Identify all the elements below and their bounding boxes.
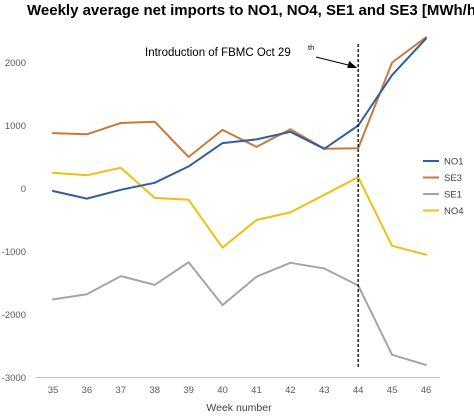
y-tick-label: 0 [21, 184, 26, 195]
series-layer [52, 36, 427, 366]
x-tick-label: 43 [319, 385, 330, 396]
chart-title: Weekly average net imports to NO1, NO4, … [27, 2, 474, 19]
annotation-superscript: th [308, 43, 314, 52]
series-line-se3 [52, 36, 427, 158]
x-tick-label: 37 [116, 385, 127, 396]
y-tick-label: -3000 [2, 373, 26, 384]
legend-label-se1: SE1 [444, 190, 462, 201]
x-axis-label: Week number [206, 402, 272, 414]
y-tick-label: -2000 [2, 310, 26, 321]
legend-label-no1: NO1 [444, 157, 464, 168]
x-tick-label: 35 [48, 385, 59, 396]
x-tick-label: 40 [217, 385, 228, 396]
x-tick-label: 36 [82, 385, 93, 396]
series-line-no1 [52, 37, 427, 200]
x-tick-label: 38 [149, 385, 160, 396]
x-tick-label: 45 [387, 385, 398, 396]
legend: NO1 SE3 SE1 NO4 [423, 157, 464, 217]
x-tick-label: 41 [251, 385, 262, 396]
annotation-text: Introduction of FBMC Oct 29 [145, 47, 291, 59]
x-tick-label: 44 [353, 385, 364, 396]
annotation-arrow-line [315, 56, 353, 67]
y-tick-label: -1000 [2, 247, 26, 258]
x-tick-label: 39 [183, 385, 194, 396]
x-tick-label: 46 [421, 385, 432, 396]
legend-label-se3: SE3 [444, 173, 462, 184]
y-tick-label: 2000 [5, 58, 26, 69]
series-line-no4 [52, 166, 427, 256]
axes: 2000 1000 0 -1000 -2000 -3000 35 36 37 38 39 40 41 42… [2, 58, 440, 414]
series-line-se1 [52, 261, 427, 366]
y-tick-label: 1000 [5, 121, 26, 132]
x-tick-label: 42 [285, 385, 296, 396]
annotation-layer: Introduction of FBMC Oct 29 th [145, 43, 359, 369]
legend-label-no4: NO4 [444, 206, 464, 217]
annotation-arrowhead [347, 61, 358, 68]
